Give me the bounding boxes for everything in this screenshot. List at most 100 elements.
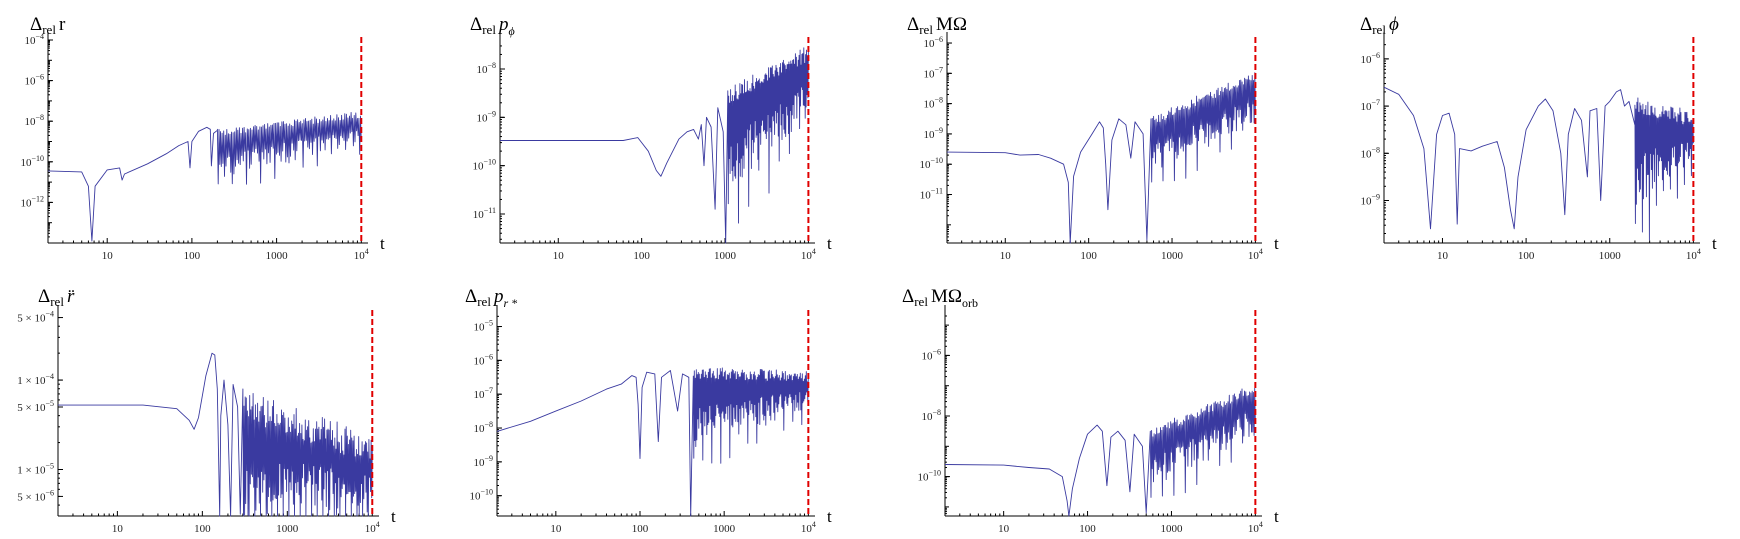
x-tick-label: 10 (1437, 250, 1449, 262)
panel-title: Δrel MΩ (907, 14, 967, 37)
y-tick-sup: −6 (484, 352, 493, 361)
y-tick-sup: −6 (35, 73, 44, 82)
x-tick-base: 10 (801, 523, 813, 535)
x-tick-base: 10 (1248, 250, 1260, 262)
y-tick-base: 10 (473, 322, 485, 334)
x-tick-base: 100 (633, 250, 650, 262)
data-series-line (944, 387, 1256, 517)
y-tick-label: 5 × 10−4 (17, 310, 54, 325)
y-tick-base: 10 (923, 129, 935, 141)
panel-4: Δrel ϕ10 100 1000 104 t10−910−810−710−6 (1360, 14, 1717, 262)
x-tick-label: 1000 (713, 523, 736, 535)
panel-title: Δrel r (30, 14, 66, 37)
x-tick-base: 1000 (1160, 523, 1183, 535)
y-tick-label: 10−9 (923, 126, 943, 141)
y-tick-base: 10 (473, 423, 485, 435)
y-tick-label: 10−4 (24, 32, 44, 47)
title-sub: rel (477, 294, 491, 309)
y-tick-label: 10−10 (469, 488, 493, 503)
y-tick-label: 10−7 (923, 65, 943, 80)
title-delta: Δ (902, 286, 914, 307)
y-tick-base: 10 (923, 38, 935, 50)
y-tick-sup: −4 (45, 372, 54, 381)
panel-5: Δrel r̈10 100 1000 104 t5 × 10−61 × 10−55 × 1… (17, 286, 396, 535)
y-tick-base: 10 (472, 161, 484, 173)
y-tick-label: 1 × 10−4 (17, 372, 54, 387)
y-tick-sup: −4 (45, 310, 54, 319)
x-tick-base: 10 (354, 250, 366, 262)
x-tick-base: 1000 (714, 250, 737, 262)
title-sub: rel (914, 294, 928, 309)
x-tick-base: 10 (998, 523, 1010, 535)
title-symbol: r̈ (67, 286, 75, 307)
y-tick-label: 10−8 (923, 96, 943, 111)
y-tick-sup: −10 (930, 156, 943, 165)
title-sub: rel (1372, 22, 1386, 37)
y-tick-sup: −9 (487, 109, 496, 118)
y-tick-base: 10 (469, 491, 481, 503)
title-sub: rel (482, 22, 496, 37)
x-tick-label: 100 (1079, 523, 1096, 535)
y-tick-label: 5 × 10−6 (17, 488, 54, 503)
data-series-line (1383, 86, 1694, 241)
x-tick-label: 10 (553, 250, 565, 262)
y-tick-sup: −8 (1371, 145, 1380, 154)
y-tick-label: 10−6 (473, 352, 493, 367)
x-axis-label: t (827, 507, 832, 526)
y-tick-label: 10−8 (1360, 145, 1380, 160)
y-tick-label: 10−8 (473, 420, 493, 435)
y-tick-base: 1 × 10 (17, 464, 46, 476)
title-symbol-sub: ϕ (508, 24, 514, 38)
y-tick-sup: −8 (932, 408, 941, 417)
x-tick-sup: 4 (1259, 247, 1263, 256)
y-tick-base: 10 (24, 76, 36, 88)
y-tick-base: 10 (473, 355, 485, 367)
panel-title: Δrel pr * (465, 286, 517, 310)
y-tick-label: 10−6 (923, 35, 943, 50)
data-series-line (496, 367, 809, 517)
title-delta: Δ (30, 14, 42, 35)
y-tick-base: 5 × 10 (17, 313, 46, 325)
title-symbol: r (59, 14, 66, 35)
y-tick-base: 10 (476, 112, 488, 124)
x-tick-base: 10 (1000, 250, 1012, 262)
x-tick-label: 1000 (714, 250, 737, 262)
y-tick-label: 5 × 10−5 (17, 399, 54, 414)
title-sub: rel (50, 294, 64, 309)
y-tick-label: 10−10 (917, 469, 941, 484)
y-tick-label: 10−9 (476, 109, 496, 124)
y-tick-base: 10 (1360, 101, 1372, 113)
panel-title: Δrel r̈ (38, 286, 75, 309)
x-tick-label: 10 (550, 523, 562, 535)
y-tick-label: 10−6 (24, 73, 44, 88)
x-tick-label: 1000 (1599, 250, 1622, 262)
title-symbol: p (497, 14, 509, 35)
y-tick-sup: −8 (934, 96, 943, 105)
x-tick-label: 104 (801, 247, 816, 262)
y-tick-label: 10−9 (1360, 193, 1380, 208)
x-tick-base: 100 (184, 250, 201, 262)
y-tick-sup: −8 (484, 420, 493, 429)
x-tick-label: 100 (633, 250, 650, 262)
title-symbol-sub: r * (503, 296, 517, 310)
x-tick-label: 10 (102, 250, 114, 262)
y-tick-base: 10 (24, 35, 36, 47)
x-tick-label: 100 (184, 250, 201, 262)
data-series-line (946, 72, 1256, 244)
y-tick-base: 10 (1360, 196, 1372, 208)
title-delta: Δ (907, 14, 919, 35)
y-tick-base: 10 (919, 159, 931, 171)
x-tick-base: 10 (1248, 523, 1260, 535)
x-tick-base: 1000 (276, 523, 299, 535)
y-tick-sup: −9 (934, 126, 943, 135)
title-delta: Δ (1360, 14, 1372, 35)
y-tick-sup: −5 (484, 319, 493, 328)
x-tick-base: 100 (194, 523, 211, 535)
y-tick-sup: −5 (45, 461, 54, 470)
y-tick-sup: −8 (35, 113, 44, 122)
y-tick-base: 10 (917, 472, 929, 484)
